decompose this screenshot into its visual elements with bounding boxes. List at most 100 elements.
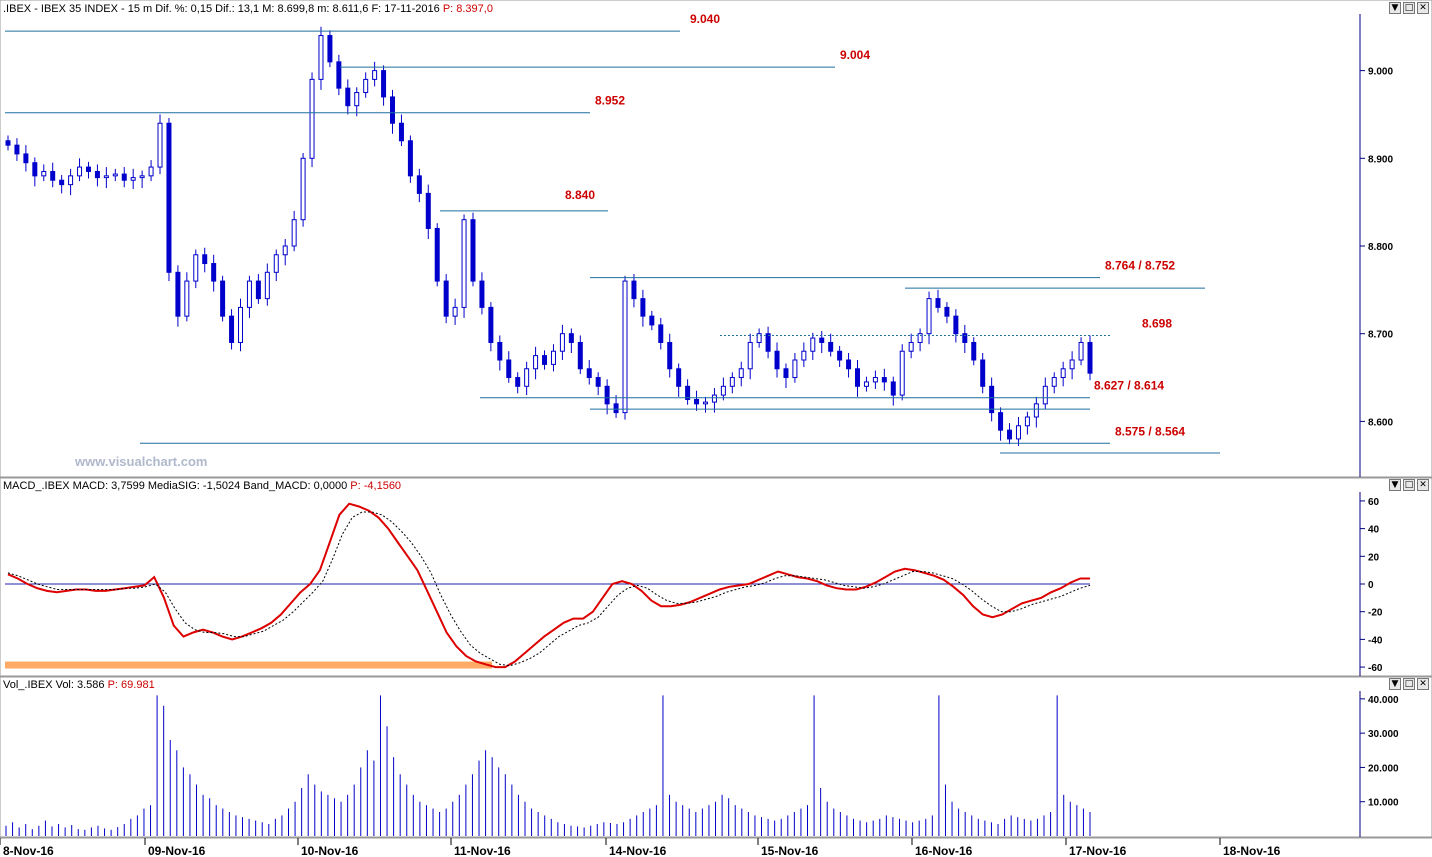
candle-body [470,219,476,282]
candle-body [926,298,932,335]
price-header-bar [1,1,1431,14]
volume-maximize-button[interactable]: □ [1403,678,1415,690]
candle-body [631,280,637,300]
candle-body [1069,359,1075,370]
macd-panel [0,477,1432,677]
candle-body [729,377,735,387]
candle-body [917,333,923,343]
candle-body [50,170,56,181]
candle-body [336,61,342,89]
candle-body [363,78,369,94]
macd-close-button[interactable]: ✕ [1417,479,1429,491]
candle-body [953,315,959,335]
candle-body [416,175,422,194]
candle-body [372,70,378,80]
price-header: .IBEX - IBEX 35 INDEX - 15 m Dif. %: 0,1… [3,3,493,15]
price-close-button[interactable]: ✕ [1417,2,1429,14]
macd-maximize-button[interactable]: □ [1403,479,1415,491]
y-tick-label: -60 [1368,663,1383,674]
candle-body [237,306,243,343]
candle-body [68,175,74,186]
candle-body [935,298,941,308]
candle-body [166,122,172,273]
candle-body [41,170,47,177]
y-tick-label: 8.800 [1368,242,1393,253]
y-tick-label: -40 [1368,635,1383,646]
candle-body [998,412,1004,431]
level-label: 8.764 / 8.752 [1105,259,1175,273]
macd-line [7,502,1090,669]
y-tick-label: 8.600 [1368,417,1393,428]
candle-body [434,227,440,282]
candle-body [747,341,753,370]
candle-body [246,280,252,308]
candle-body [667,341,673,370]
macd-minimize-button[interactable]: ▼ [1389,479,1401,491]
macd-band [5,661,492,669]
candle-body [855,368,861,387]
candle-body [461,219,467,308]
candle-body [604,385,610,405]
date-label: 11-Nov-16 [454,844,511,857]
candle-body [595,377,601,387]
y-tick-label: 8.900 [1368,154,1393,165]
date-label: 10-Nov-16 [301,844,359,857]
level-label: 9.004 [840,48,870,62]
candle-body [819,337,825,343]
signal-line [7,511,1091,667]
level-label: 9.040 [690,12,720,26]
candle-body [863,381,869,387]
candle-body [685,385,691,400]
candle-body [890,381,896,396]
price-maximize-button[interactable]: □ [1403,2,1415,14]
candle-body [479,280,485,308]
candle-body [613,403,619,414]
candle-body [452,306,458,317]
candle-body [14,144,20,155]
volume-close-button[interactable]: ✕ [1417,678,1429,690]
y-tick-label: 20 [1368,552,1380,563]
candle-body [139,175,145,179]
volume-minimize-button[interactable]: ▼ [1389,678,1401,690]
candle-body [577,341,583,370]
candle-body [390,96,396,124]
candle-body [220,280,226,317]
candle-body [488,306,494,343]
candle-body [640,298,646,317]
level-label: 8.627 / 8.614 [1094,379,1164,393]
candle-body [1060,368,1066,379]
candle-body [345,87,351,107]
y-tick-label: 0 [1368,580,1374,591]
candle-body [586,368,592,379]
candle-body [1042,385,1048,405]
candle-body [837,350,843,361]
candle-body [59,179,65,186]
macd-header: MACD_.IBEX MACD: 3,7599 MediaSIG: -1,502… [3,480,401,492]
candle-body [846,359,852,370]
candle-body [1015,425,1021,440]
date-label: 16-Nov-16 [915,844,973,857]
candle-body [1078,341,1084,361]
candle-body [381,70,387,98]
candle-body [801,350,807,361]
candle-body [622,280,628,414]
candle-body [1033,403,1039,418]
price-panel [0,0,1432,478]
candle-body [756,333,762,343]
candle-body [32,162,38,177]
candle-body [774,350,780,370]
candle-body [497,341,503,361]
date-label: 18-Nov-16 [1223,844,1281,857]
date-label: 14-Nov-16 [609,844,667,857]
price-minimize-button[interactable]: ▼ [1389,2,1401,14]
date-label: 09-Nov-16 [148,844,206,857]
candle-body [327,35,333,63]
y-tick-label: 40.000 [1368,695,1399,706]
candle-body [738,368,744,379]
candle-body [229,315,235,343]
candle-body [649,315,655,326]
candle-body [765,333,771,352]
candle-body [121,173,127,181]
date-axis: 8-Nov-16 09-Nov-16 10-Nov-16 11-Nov-16 14-No… [0,837,1432,857]
